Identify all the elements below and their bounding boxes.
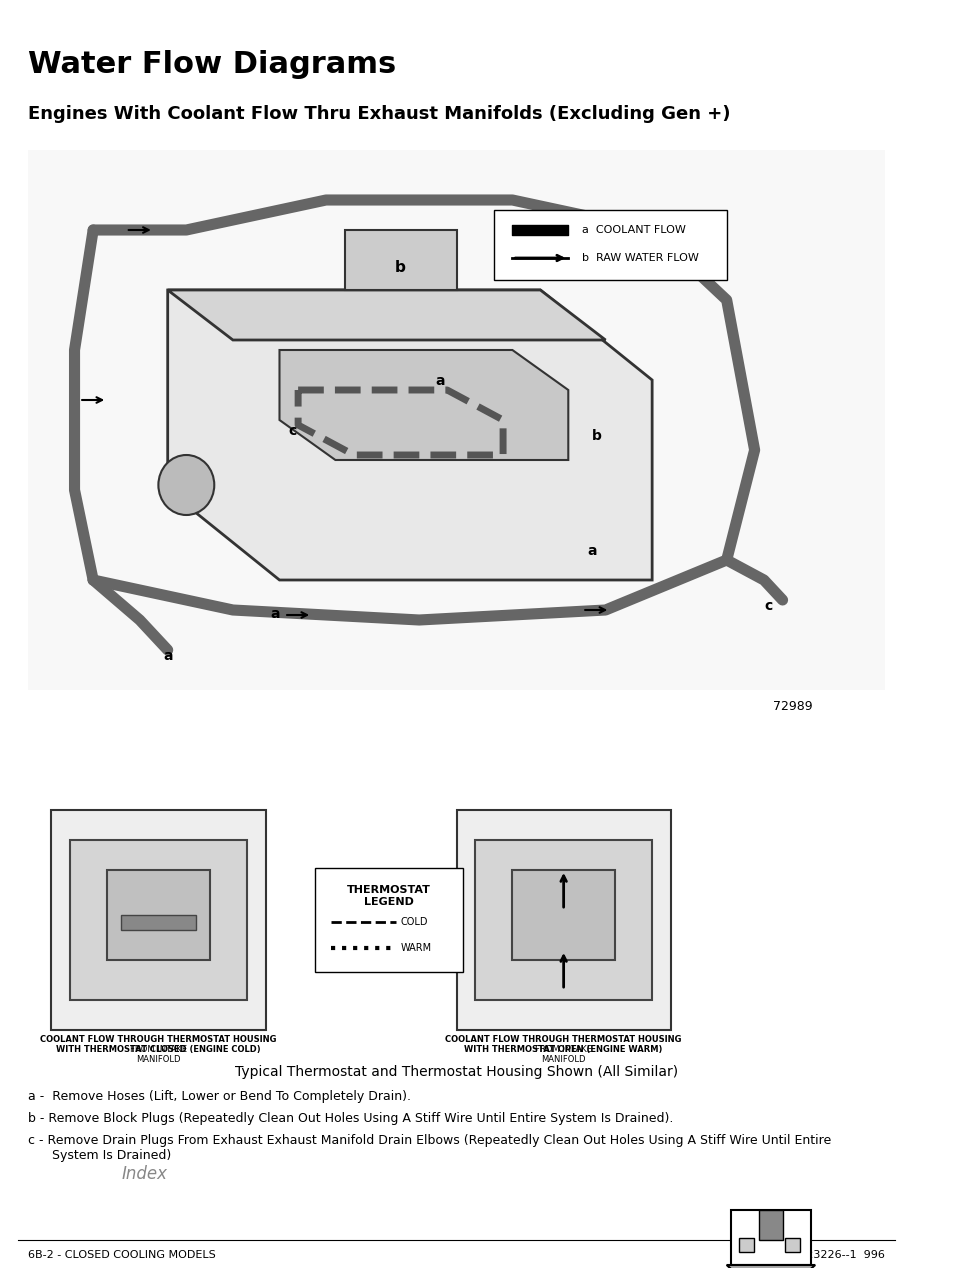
Text: Engines With Coolant Flow Thru Exhaust Manifolds (Excluding Gen +): Engines With Coolant Flow Thru Exhaust M…	[28, 105, 730, 123]
Bar	[457, 810, 670, 1030]
Text: COOLANT FLOW THROUGH THERMOSTAT HOUSING
WITH THERMOSTAT OPEN (ENGINE WARM): COOLANT FLOW THROUGH THERMOSTAT HOUSING …	[445, 1035, 682, 1055]
Text: b - Remove Block Plugs (Repeatedly Clean Out Holes Using A Stiff Wire Until Enti: b - Remove Block Plugs (Repeatedly Clean…	[28, 1112, 673, 1125]
Text: Typical Thermostat and Thermostat Housing Shown (All Similar): Typical Thermostat and Thermostat Housin…	[235, 1065, 678, 1079]
Bar	[28, 150, 885, 690]
Bar	[475, 839, 652, 1000]
Text: a  COOLANT FLOW: a COOLANT FLOW	[582, 224, 686, 235]
Bar	[345, 230, 457, 290]
Text: 72989: 72989	[773, 700, 812, 713]
Text: 6B-2 - CLOSED COOLING MODELS: 6B-2 - CLOSED COOLING MODELS	[28, 1250, 216, 1260]
Text: c: c	[289, 424, 297, 437]
Text: c: c	[764, 598, 772, 612]
Text: COLD: COLD	[401, 917, 428, 927]
Bar	[122, 915, 196, 929]
Text: WARM: WARM	[401, 943, 432, 954]
Polygon shape	[279, 350, 568, 460]
Bar	[785, 1238, 801, 1252]
Circle shape	[159, 455, 215, 515]
Text: Water Flow Diagrams: Water Flow Diagrams	[28, 49, 396, 79]
Bar	[760, 1210, 783, 1240]
Bar	[513, 870, 614, 960]
Text: FROM INTAKE
MANIFOLD: FROM INTAKE MANIFOLD	[535, 1045, 592, 1064]
Text: THERMOSTAT
LEGEND: THERMOSTAT LEGEND	[347, 885, 431, 907]
Text: a: a	[587, 544, 597, 558]
Bar	[51, 810, 266, 1030]
Text: b: b	[395, 260, 406, 275]
Polygon shape	[168, 290, 652, 579]
Polygon shape	[168, 290, 606, 340]
Text: COOLANT FLOW THROUGH THERMOSTAT HOUSING
WITH THERMOSTAT CLOSED (ENGINE COLD): COOLANT FLOW THROUGH THERMOSTAT HOUSING …	[40, 1035, 276, 1055]
Text: b  RAW WATER FLOW: b RAW WATER FLOW	[582, 254, 699, 262]
Bar	[107, 870, 210, 960]
FancyBboxPatch shape	[494, 210, 727, 280]
Bar	[739, 1238, 754, 1252]
Text: c - Remove Drain Plugs From Exhaust Exhaust Manifold Drain Elbows (Repeatedly Cl: c - Remove Drain Plugs From Exhaust Exha…	[28, 1134, 831, 1161]
Bar	[70, 839, 247, 1000]
FancyBboxPatch shape	[315, 869, 463, 973]
Text: a -  Remove Hoses (Lift, Lower or Bend To Completely Drain).: a - Remove Hoses (Lift, Lower or Bend To…	[28, 1090, 411, 1103]
Text: Index: Index	[122, 1165, 168, 1183]
Text: a: a	[163, 649, 172, 663]
Bar	[731, 1210, 810, 1265]
Text: a: a	[435, 374, 445, 388]
Text: FROM INTAKE
MANIFOLD: FROM INTAKE MANIFOLD	[130, 1045, 187, 1064]
Text: a: a	[270, 607, 279, 621]
Text: b: b	[592, 429, 602, 443]
Polygon shape	[727, 1265, 815, 1268]
Text: 90-823226--1  996: 90-823226--1 996	[781, 1250, 885, 1260]
